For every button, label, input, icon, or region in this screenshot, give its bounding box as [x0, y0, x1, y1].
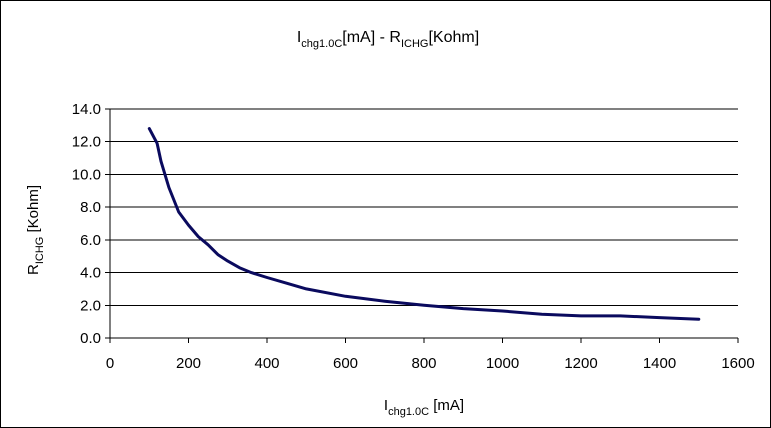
y-tick-label: 12.0: [72, 134, 101, 151]
x-tick-labels: 0 200 400 600 800 1000 1200 1400 1600: [106, 355, 755, 372]
y-axis-label: RICHG [Kohm]: [25, 185, 46, 275]
y-tick-labels: 0.0 2.0 4.0 6.0 8.0 10.0 12.0 14.0: [72, 101, 101, 347]
y-tick-label: 10.0: [72, 166, 101, 183]
x-tick-label: 1600: [721, 355, 754, 372]
y-tick-label: 4.0: [80, 265, 101, 282]
x-tick-label: 1400: [643, 355, 676, 372]
x-tick-label: 1000: [486, 355, 519, 372]
x-tick-label: 200: [176, 355, 201, 372]
series-line: [147, 127, 701, 321]
series-group: [147, 127, 701, 321]
y-tick-label: 0.0: [80, 330, 101, 347]
chart-title: Ichg1.0C[mA] - RICHG[Kohm]: [297, 29, 479, 50]
x-tick-label: 600: [333, 355, 358, 372]
axes: [105, 108, 739, 343]
y-tick-label: 2.0: [80, 297, 101, 314]
y-tick-label: 14.0: [72, 101, 101, 118]
y-tick-label: 6.0: [80, 232, 101, 249]
x-axis-label: Ichg1.0C [mA]: [384, 397, 464, 418]
grid-lines: [110, 108, 738, 306]
x-tick-label: 1200: [564, 355, 597, 372]
x-tick-label: 400: [254, 355, 279, 372]
y-tick-label: 8.0: [80, 199, 101, 216]
x-tick-label: 800: [411, 355, 436, 372]
x-tick-label: 0: [106, 355, 114, 372]
